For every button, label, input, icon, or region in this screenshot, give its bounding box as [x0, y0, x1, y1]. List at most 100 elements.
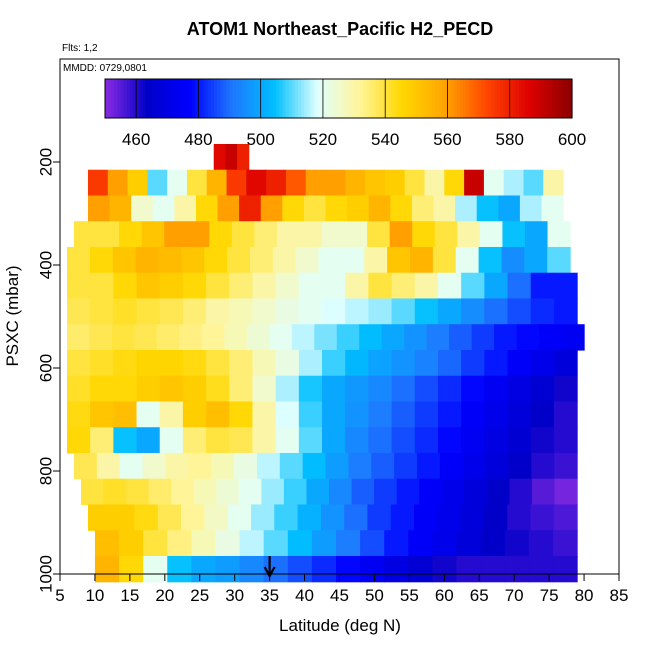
heatmap-cell	[206, 375, 230, 403]
heatmap-cell	[391, 298, 416, 325]
heatmap-cell	[322, 221, 346, 248]
heatmap-cell	[229, 401, 254, 428]
heatmap-cell	[136, 298, 161, 325]
heatmap-cell	[287, 555, 313, 583]
heatmap-cell	[322, 272, 346, 300]
heatmap-cell	[437, 272, 462, 300]
heatmap-cell	[345, 298, 370, 325]
colorbar-tick-label: 480	[184, 130, 212, 149]
x-tick-label: 70	[505, 586, 524, 605]
heatmap-cell	[156, 324, 180, 351]
heatmap-cell	[433, 195, 456, 222]
heatmap-cell	[389, 221, 413, 248]
colorbar-segment	[204, 79, 209, 118]
heatmap-cell	[263, 555, 289, 583]
heatmap-cell	[66, 298, 91, 325]
colorbar-segment	[413, 79, 417, 118]
heatmap-cell	[298, 375, 323, 403]
heatmap-cell	[127, 169, 148, 197]
heatmap-cell	[437, 427, 462, 454]
colorbar-segment	[161, 79, 165, 118]
colorbar-segment	[129, 79, 134, 118]
heatmap-cell	[347, 195, 370, 222]
heatmap-cell	[480, 530, 506, 557]
heatmap-cell	[553, 272, 578, 300]
heatmap-cell	[136, 349, 161, 377]
heatmap-cell	[553, 401, 578, 428]
colorbar-segment	[294, 79, 299, 118]
heatmap-cell	[303, 195, 327, 222]
heatmap-cell	[528, 530, 554, 557]
heatmap-cell	[298, 427, 323, 454]
heatmap-cell	[384, 169, 406, 197]
colorbar-segment	[313, 79, 318, 118]
heatmap-cell	[143, 530, 168, 557]
colorbar-segment	[366, 79, 371, 118]
heatmap-cell	[561, 324, 585, 351]
heatmap-cell	[494, 324, 518, 351]
colorbar-segment	[319, 79, 324, 118]
heatmap-cell	[437, 504, 462, 531]
heatmap-cell	[391, 375, 416, 403]
colorbar-segment	[133, 79, 137, 118]
heatmap-cell	[408, 555, 434, 583]
heatmap-cell	[322, 298, 346, 325]
heatmap-cell	[539, 324, 563, 351]
heatmap-cell	[306, 478, 330, 506]
x-tick-label: 35	[260, 586, 279, 605]
heatmap-cell	[530, 375, 555, 403]
heatmap-cell	[87, 169, 109, 197]
heatmap-cell	[391, 272, 416, 300]
colorbar-segment	[108, 79, 112, 118]
heatmap-cell	[414, 504, 438, 531]
heatmap-cell	[457, 221, 481, 248]
heatmap-cell	[394, 452, 418, 480]
heatmap-cell	[147, 169, 168, 197]
heatmap-cell	[119, 555, 144, 583]
colorbar-segment	[428, 79, 433, 118]
colorbar-segment	[350, 79, 355, 118]
heatmap-cell	[410, 246, 434, 274]
heatmap-cell	[503, 169, 525, 197]
heatmap-cell	[274, 504, 299, 531]
colorbar-segment	[466, 79, 470, 118]
heatmap-cell	[479, 221, 504, 248]
colorbar: 460 480 500 520 540 560 580 600	[104, 78, 586, 149]
heatmap-cell	[66, 375, 91, 403]
colorbar-segment	[316, 79, 321, 118]
heatmap-cell	[530, 272, 555, 300]
heatmap-cell	[552, 530, 578, 557]
heatmap-cell	[131, 195, 154, 222]
colorbar-segment	[322, 79, 327, 118]
heatmap-cell	[299, 221, 323, 248]
heatmap-cell	[432, 530, 458, 557]
heatmap-cell	[516, 324, 540, 351]
heatmap-cell	[553, 349, 578, 377]
heatmap-cell	[381, 324, 405, 351]
x-tick-label: 50	[365, 586, 384, 605]
heatmap-cell	[206, 298, 230, 325]
heatmap-cell	[345, 375, 370, 403]
colorbar-segment	[301, 79, 305, 118]
heatmap-cell	[484, 349, 509, 377]
heatmap-cell	[404, 324, 428, 351]
heatmap-cell	[432, 246, 457, 274]
colorbar-segment	[254, 79, 259, 118]
heatmap-cell	[182, 272, 207, 300]
heatmap-cell	[285, 169, 307, 197]
colorbar-segment	[257, 79, 262, 118]
x-tick-label: 80	[575, 586, 594, 605]
heatmap-cell	[368, 272, 393, 300]
heatmap-cell	[437, 401, 462, 428]
x-tick-label: 45	[330, 586, 349, 605]
heatmap-cell	[89, 246, 114, 274]
heatmap-cell	[73, 221, 98, 248]
heatmap-cell	[227, 504, 252, 531]
heatmap-cells	[66, 143, 585, 583]
colorbar-segment	[173, 79, 178, 118]
heatmap-cell	[159, 401, 184, 428]
heatmap-cell	[261, 478, 285, 506]
heatmap-cell	[437, 375, 462, 403]
heatmap-cell	[239, 530, 265, 557]
heatmap-cell	[298, 401, 323, 428]
